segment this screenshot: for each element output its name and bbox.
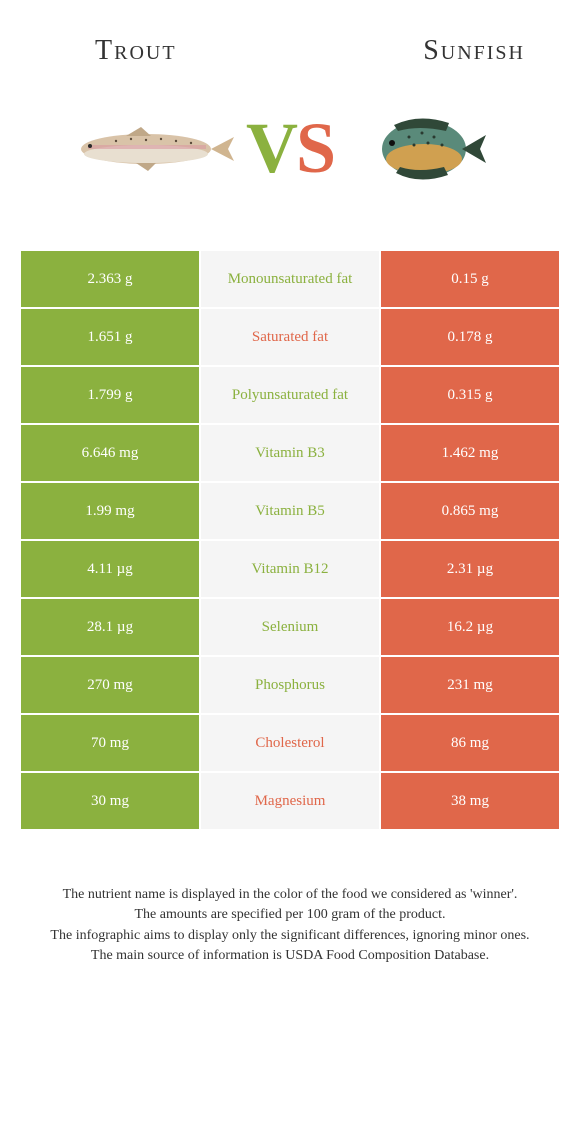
nutrient-table: 2.363 gMonounsaturated fat0.15 g1.651 gS… xyxy=(20,250,560,830)
vs-v: V xyxy=(246,108,296,188)
trout-icon xyxy=(66,109,236,189)
nutrient-label: Vitamin B3 xyxy=(200,424,380,482)
value-right: 16.2 µg xyxy=(380,598,560,656)
nutrient-label: Polyunsaturated fat xyxy=(200,366,380,424)
header-row: Trout Sunfish xyxy=(0,0,580,82)
value-left: 28.1 µg xyxy=(20,598,200,656)
footer-line: The main source of information is USDA F… xyxy=(35,946,545,966)
table-row: 1.651 gSaturated fat0.178 g xyxy=(20,308,560,366)
footer-line: The infographic aims to display only the… xyxy=(35,926,545,946)
sunfish-icon xyxy=(344,109,514,189)
footer-line: The nutrient name is displayed in the co… xyxy=(35,885,545,905)
value-right: 38 mg xyxy=(380,772,560,830)
vs-row: VS xyxy=(0,82,580,250)
footer-notes: The nutrient name is displayed in the co… xyxy=(0,830,580,966)
value-left: 270 mg xyxy=(20,656,200,714)
value-left: 70 mg xyxy=(20,714,200,772)
value-right: 2.31 µg xyxy=(380,540,560,598)
vs-s: S xyxy=(296,108,334,188)
nutrient-label: Vitamin B5 xyxy=(200,482,380,540)
table-row: 1.99 mgVitamin B50.865 mg xyxy=(20,482,560,540)
nutrient-label: Monounsaturated fat xyxy=(200,250,380,308)
value-left: 2.363 g xyxy=(20,250,200,308)
vs-label: VS xyxy=(246,107,334,190)
table-row: 4.11 µgVitamin B122.31 µg xyxy=(20,540,560,598)
value-left: 4.11 µg xyxy=(20,540,200,598)
value-right: 1.462 mg xyxy=(380,424,560,482)
nutrient-label: Phosphorus xyxy=(200,656,380,714)
value-right: 0.15 g xyxy=(380,250,560,308)
table-row: 1.799 gPolyunsaturated fat0.315 g xyxy=(20,366,560,424)
value-right: 0.865 mg xyxy=(380,482,560,540)
table-row: 70 mgCholesterol86 mg xyxy=(20,714,560,772)
nutrient-label: Cholesterol xyxy=(200,714,380,772)
value-left: 1.651 g xyxy=(20,308,200,366)
value-left: 6.646 mg xyxy=(20,424,200,482)
value-right: 86 mg xyxy=(380,714,560,772)
nutrient-label: Magnesium xyxy=(200,772,380,830)
table-row: 6.646 mgVitamin B31.462 mg xyxy=(20,424,560,482)
nutrient-label: Saturated fat xyxy=(200,308,380,366)
value-left: 1.799 g xyxy=(20,366,200,424)
nutrient-label: Selenium xyxy=(200,598,380,656)
value-right: 0.178 g xyxy=(380,308,560,366)
value-left: 1.99 mg xyxy=(20,482,200,540)
table-row: 270 mgPhosphorus231 mg xyxy=(20,656,560,714)
title-left: Trout xyxy=(95,35,177,67)
nutrient-label: Vitamin B12 xyxy=(200,540,380,598)
table-row: 28.1 µgSelenium16.2 µg xyxy=(20,598,560,656)
table-row: 30 mgMagnesium38 mg xyxy=(20,772,560,830)
value-right: 0.315 g xyxy=(380,366,560,424)
value-left: 30 mg xyxy=(20,772,200,830)
title-right: Sunfish xyxy=(423,35,525,67)
table-row: 2.363 gMonounsaturated fat0.15 g xyxy=(20,250,560,308)
value-right: 231 mg xyxy=(380,656,560,714)
footer-line: The amounts are specified per 100 gram o… xyxy=(35,905,545,925)
